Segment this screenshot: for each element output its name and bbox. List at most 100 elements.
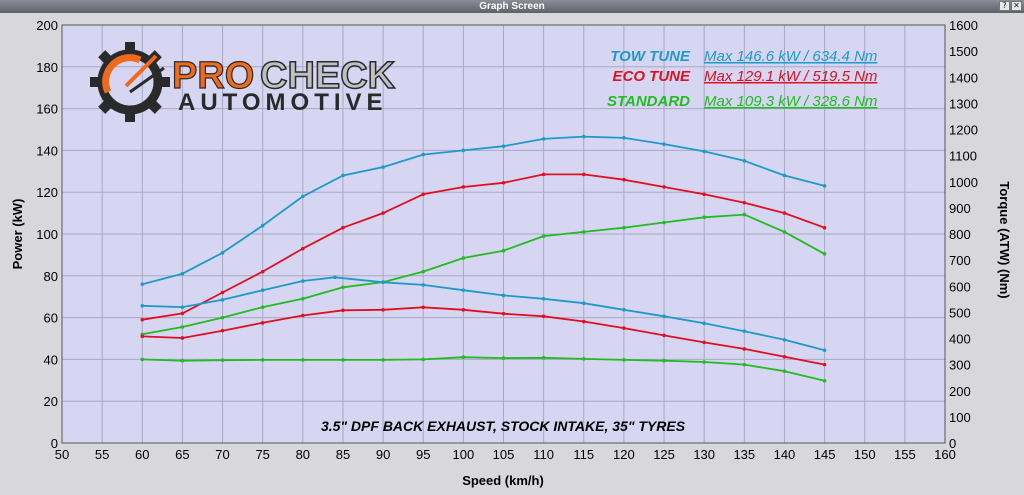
- data-point-standard-power: [702, 215, 706, 220]
- x-tick-label: 160: [934, 447, 956, 462]
- y-left-tick-label: 180: [36, 60, 58, 75]
- y-left-tick-label: 20: [44, 394, 58, 409]
- x-tick-label: 105: [493, 447, 515, 462]
- close-icon[interactable]: ✕: [1011, 1, 1022, 11]
- data-point-tow-tune-torque: [822, 348, 827, 353]
- y-right-tick-label: 1300: [949, 96, 978, 111]
- data-point-eco-tune-power: [622, 177, 626, 182]
- x-tick-label: 110: [533, 447, 554, 462]
- data-point-standard-power: [260, 305, 265, 309]
- x-tick-label: 115: [573, 447, 594, 462]
- data-point-eco-tune-torque: [220, 328, 225, 333]
- x-tick-label: 55: [95, 447, 109, 462]
- data-point-eco-tune-torque: [622, 326, 626, 330]
- logo-check: CHECK: [260, 55, 396, 97]
- data-point-eco-tune-power: [822, 225, 827, 230]
- data-point-tow-tune-torque: [541, 296, 546, 301]
- x-axis-label: Speed (km/h): [462, 473, 544, 488]
- legend-max-tow: Max 146.6 kW / 634.4 Nm: [704, 48, 877, 65]
- x-tick-label: 65: [175, 447, 189, 462]
- data-point-standard-power: [220, 315, 225, 320]
- data-point-standard-power: [301, 296, 305, 301]
- data-point-tow-tune-power: [702, 149, 706, 154]
- data-point-eco-tune-torque: [381, 307, 385, 312]
- data-point-tow-tune-power: [140, 282, 145, 286]
- plot-border: [61, 24, 946, 444]
- data-point-eco-tune-power: [541, 172, 546, 177]
- legend-name-eco: ECO TUNE: [612, 68, 691, 85]
- data-point-tow-tune-torque: [333, 275, 337, 280]
- data-point-standard-torque: [702, 360, 706, 364]
- data-point-tow-tune-torque: [301, 279, 305, 283]
- data-point-eco-tune-torque: [822, 362, 827, 367]
- data-point-tow-tune-torque: [501, 293, 506, 298]
- y-right-tick-label: 1200: [949, 123, 978, 138]
- data-point-standard-power: [461, 256, 466, 260]
- gear-icon: [90, 42, 170, 122]
- series-line-eco-tune-power: [142, 173, 825, 321]
- data-point-eco-tune-power: [662, 185, 666, 189]
- procheck-logo: PRO CHECK AUTOMOTIVE: [90, 42, 396, 122]
- x-tick-label: 85: [336, 447, 350, 462]
- data-point-tow-tune-power: [421, 152, 426, 157]
- data-point-tow-tune-torque: [140, 304, 145, 308]
- data-point-standard-torque: [782, 369, 787, 373]
- data-point-tow-tune-power: [180, 271, 185, 276]
- series-line-tow-tune-power: [142, 135, 825, 286]
- data-point-tow-tune-power: [260, 223, 265, 228]
- series-line-standard-power: [142, 213, 826, 336]
- y-right-tick-label: 600: [949, 279, 971, 294]
- y-left-tick-label: 200: [36, 18, 58, 33]
- data-point-tow-tune-power: [381, 165, 385, 169]
- data-point-standard-power: [742, 212, 747, 217]
- x-tick-label: 60: [135, 447, 149, 462]
- y-right-tick-label: 800: [949, 227, 971, 242]
- data-point-standard-torque: [180, 358, 185, 363]
- data-point-tow-tune-torque: [662, 314, 666, 319]
- y-right-tick-label: 1600: [949, 18, 978, 33]
- data-point-tow-tune-torque: [461, 288, 466, 292]
- data-point-tow-tune-power: [662, 142, 666, 146]
- y-right-tick-label: 500: [949, 305, 971, 320]
- legend-name-tow: TOW TUNE: [610, 48, 691, 65]
- data-point-tow-tune-torque: [782, 338, 787, 342]
- data-point-standard-power: [622, 225, 626, 230]
- series-line-tow-tune-torque: [142, 276, 825, 352]
- data-point-eco-tune-torque: [501, 311, 506, 316]
- data-point-eco-tune-power: [381, 211, 385, 215]
- data-point-eco-tune-power: [180, 311, 185, 316]
- data-point-standard-torque: [742, 362, 747, 367]
- data-point-eco-tune-power: [260, 269, 265, 274]
- data-point-tow-tune-torque: [421, 283, 426, 287]
- data-point-tow-tune-power: [581, 134, 586, 139]
- y-right-tick-label: 1400: [949, 70, 978, 85]
- data-point-tow-tune-torque: [220, 298, 225, 302]
- x-tick-label: 100: [453, 447, 475, 462]
- data-point-eco-tune-torque: [581, 319, 586, 324]
- x-tick-label: 120: [613, 447, 635, 462]
- data-point-eco-tune-power: [581, 172, 586, 177]
- y-left-tick-label: 120: [36, 185, 58, 200]
- data-point-standard-power: [341, 285, 345, 290]
- data-point-eco-tune-torque: [702, 340, 706, 345]
- y-right-tick-label: 700: [949, 253, 971, 268]
- data-point-tow-tune-torque: [742, 329, 747, 333]
- series-line-eco-tune-torque: [142, 306, 825, 366]
- data-point-eco-tune-power: [341, 225, 345, 230]
- data-point-tow-tune-power: [782, 173, 787, 178]
- y-right-tick-label: 1000: [949, 175, 978, 190]
- data-point-eco-tune-power: [301, 246, 305, 251]
- data-point-eco-tune-torque: [742, 347, 747, 351]
- series-layer: [140, 134, 827, 383]
- data-point-eco-tune-power: [742, 200, 747, 205]
- data-point-tow-tune-torque: [381, 280, 385, 285]
- data-point-standard-power: [822, 252, 827, 256]
- help-icon[interactable]: ?: [999, 1, 1010, 11]
- data-point-standard-torque: [140, 357, 145, 362]
- data-point-eco-tune-power: [421, 192, 426, 197]
- data-point-eco-tune-torque: [180, 336, 185, 340]
- x-tick-label: 75: [255, 447, 269, 462]
- data-point-tow-tune-power: [341, 173, 345, 178]
- x-tick-label: 80: [296, 447, 310, 462]
